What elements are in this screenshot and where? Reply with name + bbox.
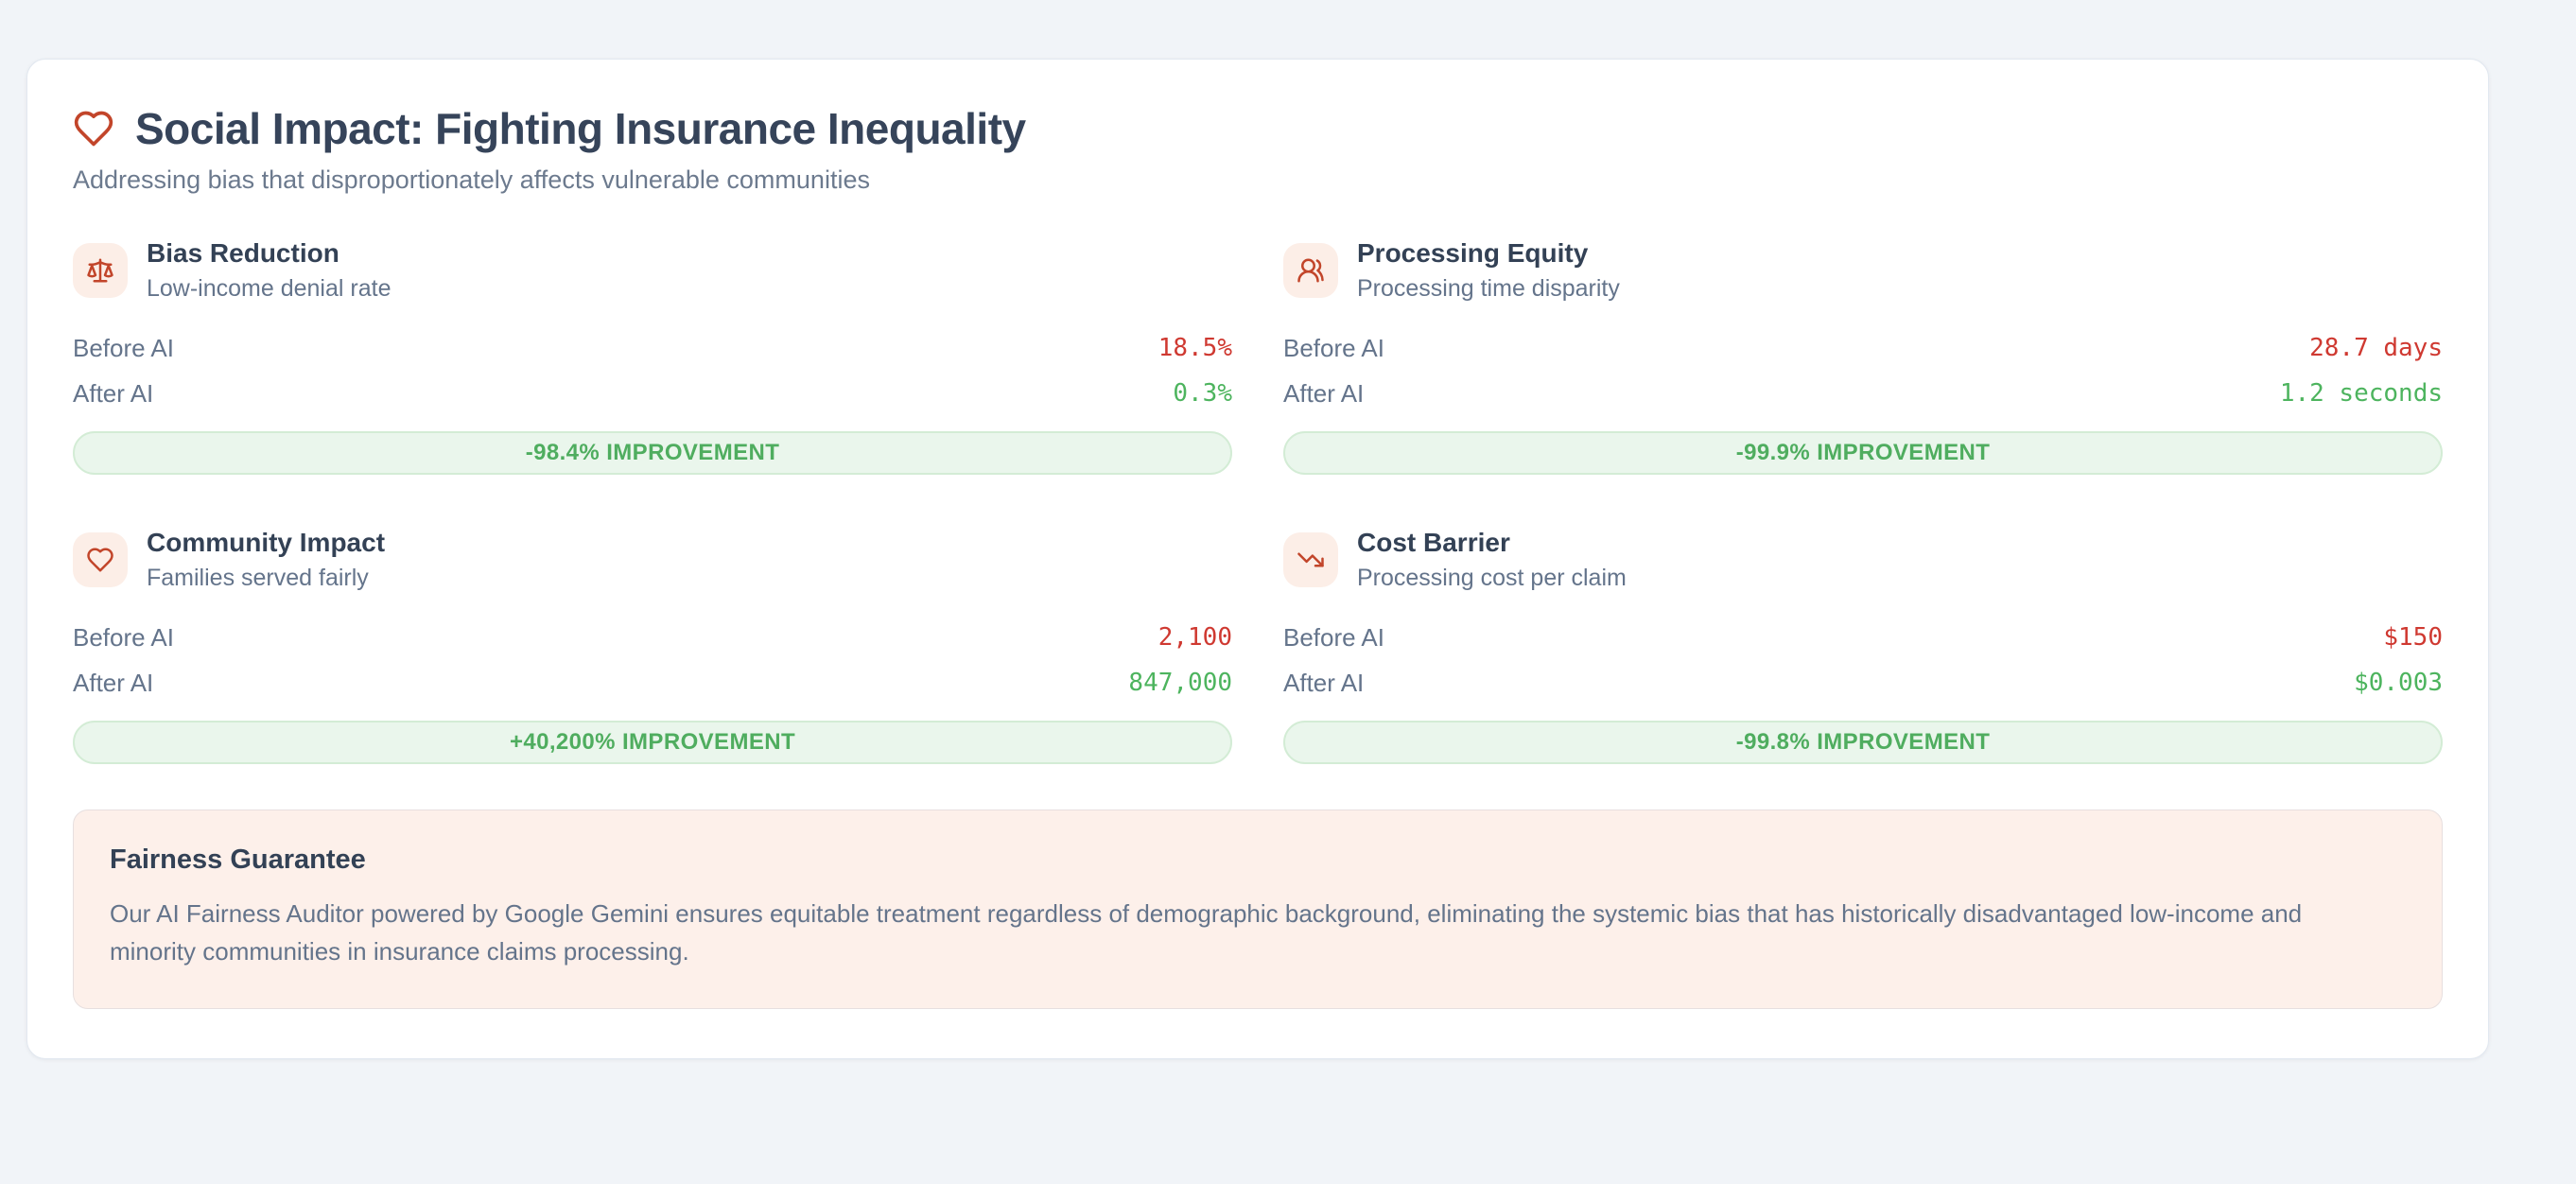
before-ai-label: Before AI — [73, 333, 174, 362]
metric-title: Processing Equity — [1357, 238, 1589, 268]
improvement-badge: -99.8% IMPROVEMENT — [1283, 721, 2443, 764]
before-ai-label: Before AI — [1283, 622, 1384, 652]
metric-subtitle: Low-income denial rate — [147, 275, 392, 302]
after-ai-label: After AI — [73, 668, 154, 697]
metric-header: Bias Reduction Low-income denial rate — [73, 238, 1232, 303]
metric-title: Bias Reduction — [147, 238, 339, 268]
before-ai-value: 28.7 days — [2309, 334, 2443, 362]
before-ai-label: Before AI — [1283, 333, 1384, 362]
scale-icon — [73, 243, 128, 298]
metric-header: Processing Equity Processing time dispar… — [1283, 238, 2443, 303]
before-ai-label: Before AI — [73, 622, 174, 652]
before-ai-value: $150 — [2383, 623, 2443, 652]
after-ai-row: After AI $0.003 — [1283, 660, 2443, 705]
metric-card-community-impact: Community Impact Families served fairly … — [73, 528, 1232, 764]
fairness-guarantee-panel: Fairness Guarantee Our AI Fairness Audit… — [73, 810, 2443, 1009]
before-ai-value: 2,100 — [1157, 623, 1232, 652]
social-impact-card: Social Impact: Fighting Insurance Inequa… — [26, 59, 2489, 1059]
after-ai-value: $0.003 — [2354, 669, 2443, 697]
before-ai-row: Before AI 28.7 days — [1283, 325, 2443, 371]
fairness-body: Our AI Fairness Auditor powered by Googl… — [110, 899, 2303, 966]
after-ai-label: After AI — [73, 378, 154, 408]
after-ai-label: After AI — [1283, 378, 1365, 408]
metric-card-processing-equity: Processing Equity Processing time dispar… — [1283, 238, 2443, 475]
metrics-grid: Bias Reduction Low-income denial rate Be… — [73, 238, 2443, 764]
improvement-badge: -98.4% IMPROVEMENT — [73, 431, 1232, 475]
after-ai-value: 1.2 seconds — [2279, 379, 2443, 408]
heart-icon — [73, 108, 114, 149]
trending-down-icon — [1283, 532, 1338, 587]
fairness-title: Fairness Guarantee — [110, 844, 366, 875]
improvement-badge: +40,200% IMPROVEMENT — [73, 721, 1232, 764]
metric-title: Community Impact — [147, 528, 386, 557]
after-ai-value: 0.3% — [1173, 379, 1232, 408]
metric-card-cost-barrier: Cost Barrier Processing cost per claim B… — [1283, 528, 2443, 764]
metric-subtitle: Processing time disparity — [1357, 275, 1620, 302]
metric-header: Community Impact Families served fairly — [73, 528, 1232, 592]
card-header: Social Impact: Fighting Insurance Inequa… — [73, 103, 2443, 154]
improvement-badge: -99.9% IMPROVEMENT — [1283, 431, 2443, 475]
page-subtitle: Addressing bias that disproportionately … — [73, 165, 870, 194]
users-icon — [1283, 243, 1338, 298]
before-ai-row: Before AI 2,100 — [73, 615, 1232, 660]
before-ai-value: 18.5% — [1157, 334, 1232, 362]
metric-card-bias-reduction: Bias Reduction Low-income denial rate Be… — [73, 238, 1232, 475]
heart-icon — [73, 532, 128, 587]
after-ai-label: After AI — [1283, 668, 1365, 697]
after-ai-row: After AI 847,000 — [73, 660, 1232, 705]
before-ai-row: Before AI 18.5% — [73, 325, 1232, 371]
after-ai-row: After AI 0.3% — [73, 371, 1232, 416]
page-title: Social Impact: Fighting Insurance Inequa… — [135, 104, 1026, 153]
metric-title: Cost Barrier — [1357, 528, 1510, 557]
after-ai-value: 847,000 — [1128, 669, 1232, 697]
metric-subtitle: Families served fairly — [147, 565, 369, 591]
metric-header: Cost Barrier Processing cost per claim — [1283, 528, 2443, 592]
metric-subtitle: Processing cost per claim — [1357, 565, 1627, 591]
after-ai-row: After AI 1.2 seconds — [1283, 371, 2443, 416]
before-ai-row: Before AI $150 — [1283, 615, 2443, 660]
